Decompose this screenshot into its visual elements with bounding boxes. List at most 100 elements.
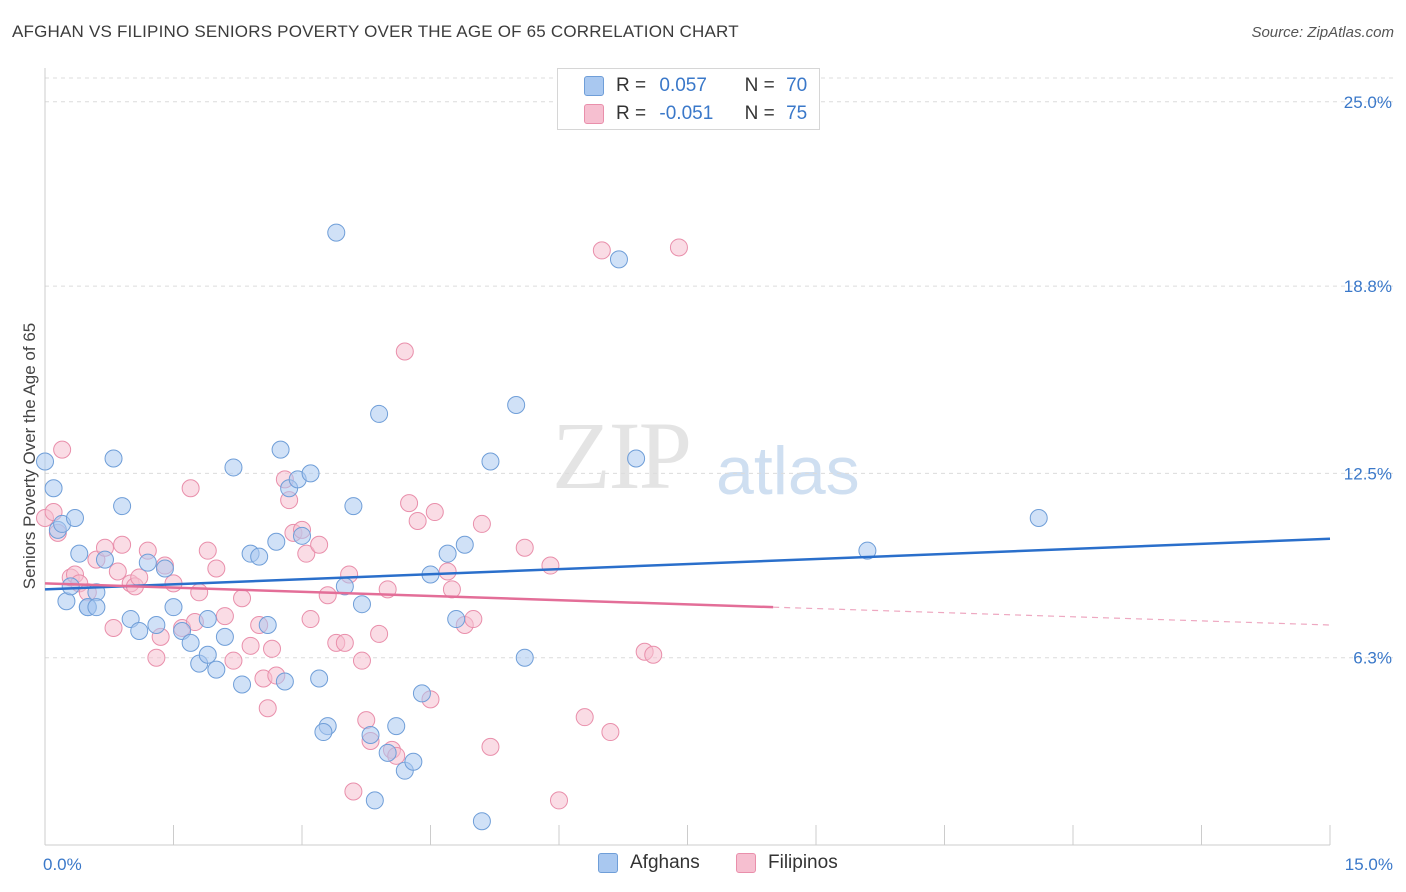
afghan-point [113,497,132,516]
filipino-point [301,610,320,629]
afghan-point [57,592,76,611]
filipino-points [36,238,688,810]
filipino-point [464,610,483,629]
afghan-point [378,743,397,762]
filipino-point [147,648,166,667]
chart-title: AFGHAN VS FILIPINO SENIORS POVERTY OVER … [12,22,739,41]
x-tick-label: 0.0% [43,855,82,874]
afghan-point [301,464,320,483]
filipino-trend-extension [773,606,1331,626]
afghan-point [233,675,252,694]
afghan-point [472,812,491,831]
legend-n-value-filipinos: 75 [786,103,808,124]
filipino-point [395,342,414,361]
filipino-point [104,618,123,637]
afghan-point [250,547,269,566]
filipino-trend-line [44,582,774,609]
afghan-point [207,660,226,679]
afghan-point [293,526,311,545]
filipino-point [263,639,282,658]
source-note: Source: ZipAtlas.com [1251,24,1394,41]
filipino-point [198,541,217,560]
afghans-legend-swatch [598,853,618,873]
afghan-point [65,508,84,527]
afghan-point [314,723,333,742]
y-tick-label: 12.5% [1344,464,1392,483]
afghan-point [344,497,363,516]
afghan-point [181,633,200,652]
afghan-point [352,595,371,614]
afghan-point [327,223,346,242]
filipino-point [181,479,200,498]
afghan-point [627,449,646,468]
legend-n-value-afghans: 70 [786,75,808,96]
filipino-point [297,544,316,563]
correlation-legend: R = 0.057 N = 70 R = -0.051 N = 75 [557,68,820,130]
filipino-point [130,568,149,587]
afghan-point [507,396,526,415]
filipino-point [550,791,568,810]
filipino-point [515,538,534,557]
afghan-point [164,598,183,617]
watermark-atlas: atlas [716,433,860,509]
afghan-point [412,684,431,703]
filipino-point [541,556,560,575]
filipino-point [472,514,491,533]
afghan-point [155,559,174,578]
filipino-point [601,723,620,742]
filipino-point [318,586,337,605]
filipino-point [357,711,376,730]
filipino-point [53,440,72,459]
afghan-point [258,616,277,635]
tick-labels: 6.3% 12.5% 18.8% 25.0% 0.0% 15.0% [43,93,1393,874]
afghans-swatch [584,76,604,96]
legend-r-value-filipinos: -0.051 [659,103,714,124]
filipino-point [644,645,663,664]
filipino-point [224,651,243,670]
afghan-point [147,616,166,635]
afghan-trend-line [44,537,1331,591]
afghan-point [481,452,500,471]
afghan-point [130,621,149,640]
y-tick-label: 18.8% [1344,277,1392,296]
filipino-point [352,651,371,670]
legend-r-label: R = [616,103,647,124]
afghan-point [438,544,457,563]
afghan-point [36,452,54,471]
filipino-point [310,535,329,554]
afghan-point [198,645,217,664]
afghan-point [361,726,380,745]
afghan-point [609,250,628,269]
filipino-point [438,562,457,581]
filipino-point [344,782,363,801]
afghan-point [387,717,406,736]
afghan-point [1029,508,1048,527]
grid-lines [45,77,1395,659]
afghan-point [275,672,294,691]
filipino-point [258,699,277,718]
legend-r-label: R = [616,75,647,96]
afghan-point [404,752,423,771]
filipino-point [335,633,354,652]
afghan-point [310,669,329,688]
filipinos-legend-swatch [736,853,756,873]
afghan-point [61,577,80,596]
filipino-point [408,511,427,530]
afghan-point [267,532,286,551]
afghan-point [104,449,123,468]
filipino-point [575,708,594,727]
filipino-point [215,607,234,626]
filipino-point [233,589,252,608]
filipino-point [669,238,688,257]
afghan-point [44,479,63,498]
afghan-point [224,458,243,477]
filipinos-legend-label: Filipinos [768,852,838,873]
afghans-legend-label: Afghans [630,852,700,873]
watermark-zip: ZIP [552,402,692,509]
y-axis-label: Seniors Poverty Over the Age of 65 [20,323,39,589]
afghan-point [215,627,234,646]
filipino-point [190,583,209,602]
afghan-point [447,610,466,629]
filipino-point [113,535,132,554]
